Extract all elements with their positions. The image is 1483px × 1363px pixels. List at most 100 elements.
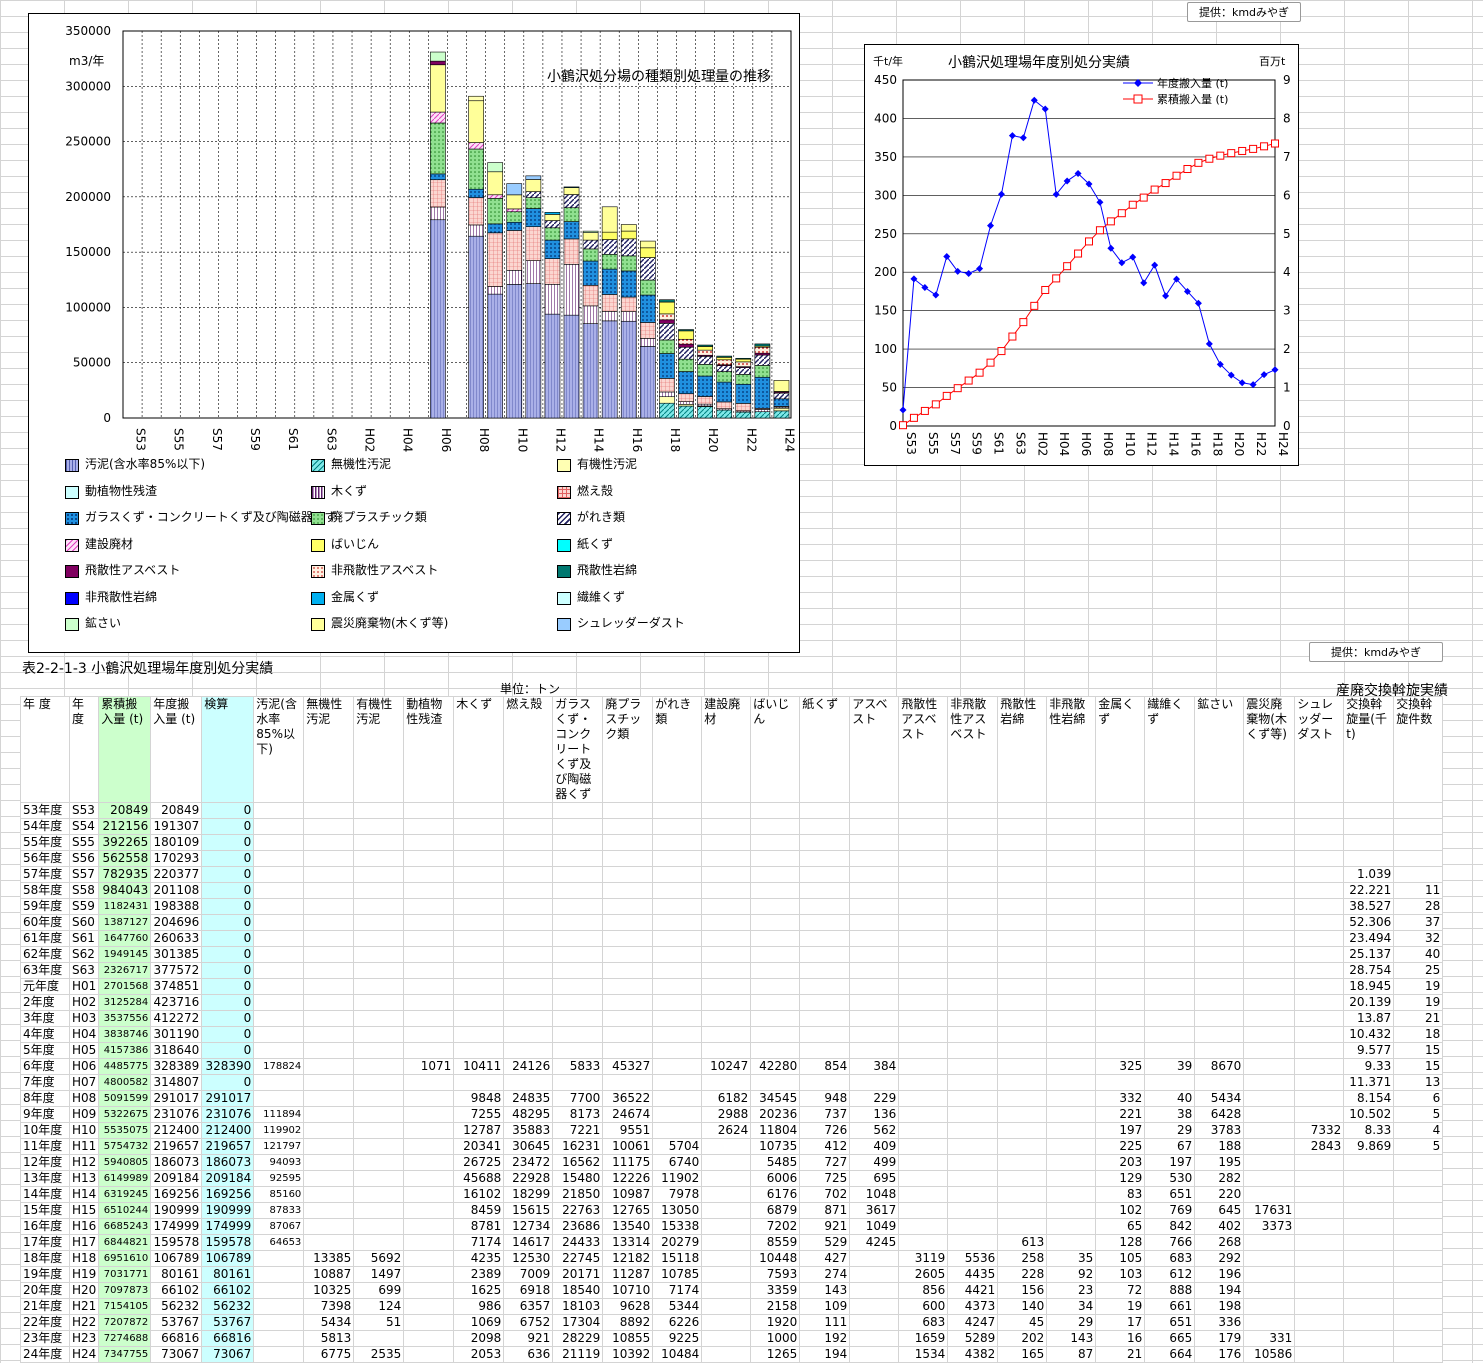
table-cell: 6844821 [98,1234,152,1251]
bar-segment-H16 [620,270,637,298]
legend-label: 廃プラスチック類 [331,510,427,524]
table-cell [1243,818,1296,835]
bar-segment-H19 [678,371,694,394]
column-header: 累積搬入量 (t) [98,696,152,803]
table-cell: S62 [68,946,100,963]
bar-segment-H22 [735,367,752,375]
table-cell [353,1042,405,1059]
table-cell: 20236 [750,1106,801,1123]
table-cell: 9551 [602,1122,654,1139]
table-cell: 683 [898,1314,949,1331]
bar-segment-H09 [487,198,504,225]
bar-segment-H21 [716,381,733,403]
cumulative-point [1008,332,1017,341]
table-row: 17年度 H17 6844821 159578 159578 64653 7174 14617… [20,1234,1444,1251]
table-cell: 5833 [552,1058,604,1075]
bar-segment-H14 [582,239,599,250]
table-cell: 1071 [403,1058,455,1075]
table-cell: H15 [68,1202,100,1219]
table-cell [1294,850,1345,867]
line-y2tick-label: 3 [1283,304,1291,318]
cumulative-point [997,347,1006,356]
table-cell [898,1026,949,1043]
table-cell: 10.432 [1343,1026,1395,1043]
table-cell: 13314 [602,1234,654,1251]
table-cell: 225 [1095,1138,1146,1155]
bar-xtick-label: H22 [744,428,758,452]
line-chart[interactable]: 450 400 350 300 250 200 150 100 50 0 9 8 7 6 5 4 3 2 1 0 S53… [864,44,1299,466]
legend-swatch [311,618,325,631]
bar-segment-H17 [640,346,656,419]
bar-segment-H12 [544,313,561,419]
table-cell: 140 [997,1298,1048,1315]
table-row: 14年度 H14 6319245 169256 169256 85160 16102 1829… [20,1186,1444,1203]
table-cell: 174999 [201,1218,255,1235]
table-cell [1393,1250,1444,1267]
table-cell [947,946,999,963]
table-cell: 8173 [552,1106,604,1123]
bar-segment-H06 [430,111,446,124]
table-cell: 94093 [253,1154,305,1171]
stacked-bar-chart[interactable]: 350000 300000 250000 200000 150000 100000 5000… [28,13,800,653]
column-header: ガラスくず・コンクリートくず及び陶磁器くず [552,696,604,803]
bar-chart-plot: 350000 300000 250000 200000 150000 100000 5000… [65,24,796,452]
table-cell [403,866,455,883]
table-cell: 854 [799,1058,851,1075]
column-header: 有機性汚泥 [353,696,405,803]
column-header: 動植物性残渣 [403,696,455,803]
bar-segment-H22 [735,383,752,404]
table-cell [849,946,900,963]
column-header: 年 度 [68,696,100,803]
table-cell: 6428 [1194,1106,1245,1123]
table-cell: 179 [1194,1330,1245,1347]
legend-swatch [311,565,325,578]
table-cell: 170293 [150,850,203,867]
table-cell: 9628 [602,1298,654,1315]
table-cell: H24 [68,1346,100,1363]
legend-swatch [311,459,325,472]
table-cell: S63 [68,962,100,979]
table-cell: 562558 [98,850,152,867]
line-ytick-label: 0 [889,419,897,433]
table-cell [997,850,1048,867]
table-cell [898,1010,949,1027]
table-cell: 64653 [253,1234,305,1251]
table-cell: 0 [201,978,255,995]
table-cell: 221 [1095,1106,1146,1123]
table-cell: 25 [1393,962,1444,979]
table-cell: H19 [68,1266,100,1283]
table-cell [1095,946,1146,963]
table-cell: 7202 [750,1218,801,1235]
table-cell [997,946,1048,963]
table-row: 13年度 H13 6149989 209184 209184 92595 45688 2292… [20,1170,1444,1187]
legend-label: 建設廃材 [85,536,134,551]
table-cell: 62年度 [20,946,70,963]
table-cell [701,1250,752,1267]
table-cell [1343,1170,1395,1187]
legend-swatch [311,485,325,499]
table-cell: S60 [68,914,100,931]
table-cell: 20341 [453,1138,505,1155]
table-cell: 645 [1194,1202,1245,1219]
table-cell [403,1314,455,1331]
table-cell [849,930,900,947]
table-cell [1294,1330,1345,1347]
table-cell [849,1282,900,1299]
table-cell: 5692 [353,1250,405,1267]
table-cell [303,1218,355,1235]
bar-chart-title: 小鶴沢処分場の種類別処理量の推移 [547,68,771,85]
annual-point [1052,190,1060,198]
line-y2tick-label: 5 [1283,227,1291,241]
line-chart-ylabel: 千t/年 [873,54,903,68]
table-cell [652,850,703,867]
table-cell [253,914,305,931]
table-cell [1243,962,1296,979]
legend-cumulative: 累積搬入量 (t) [1157,92,1228,106]
disposal-table: 年 度年 度累積搬入量 (t) 年度搬入量 (t) 検算 汚泥(含水率85%以下) 無機… [20,696,1444,1363]
table-cell [898,1090,949,1107]
table-cell [1243,1026,1296,1043]
table-row: 元年度 H01 2701568 374851 0 18.945 19 [20,978,1444,995]
table-cell [701,962,752,979]
table-cell [503,914,554,931]
table-cell: 274 [799,1266,851,1283]
